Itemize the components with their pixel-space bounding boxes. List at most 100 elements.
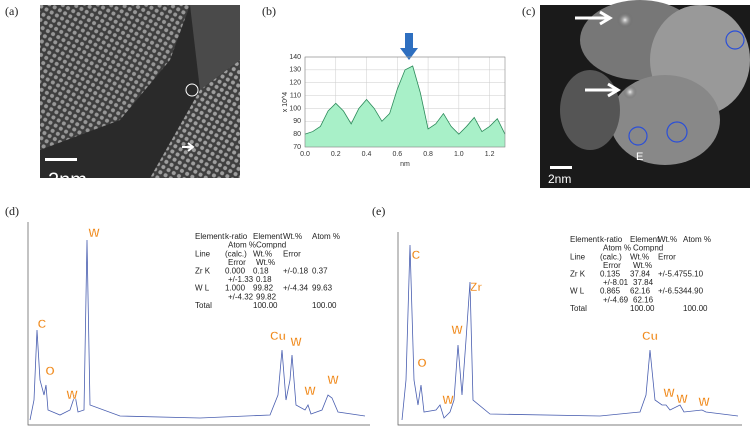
table-cell: +/-8.01 [603,278,629,287]
x-tick-label: 0.4 [362,151,372,158]
table-cell: 0.000 [225,267,246,276]
table-cell: Line [570,252,586,261]
table-cell: 100.00 [253,301,278,310]
y-tick-label: 100 [289,105,301,112]
table-cell: 0.865 [600,287,621,296]
table-cell: Wt.% [253,249,272,258]
eds-spectrum [27,222,370,426]
table-cell: 100.00 [683,304,708,313]
table-cell: 62.16 [633,295,654,304]
table-cell: Wt.% [283,232,302,241]
panel-label: (d) [5,204,19,218]
table-cell: 100.00 [312,301,337,310]
table-cell: +/-4.32 [228,292,254,301]
table-cell: Atom % [603,244,631,253]
peak-label: C [412,248,421,262]
table-cell: +/-4.34 [283,284,309,293]
y-tick-label: 140 [289,54,301,61]
table-cell: 99.82 [256,292,277,301]
peak-label: O [45,364,54,378]
table-cell: k-ratio [225,232,248,241]
table-cell: 100.00 [630,304,655,313]
table-cell: W L [195,284,210,293]
table-cell: Error [603,261,621,270]
table-cell: 62.16 [630,287,651,296]
peak-label: W [327,373,339,387]
table-cell: Zr K [570,270,586,279]
table-cell: Error [658,252,676,261]
x-tick-label: 1.0 [454,151,464,158]
x-tick-label: 0.8 [423,151,433,158]
peak-label: Cu [642,329,658,343]
y-tick-label: 120 [289,80,301,87]
table-cell: 99.63 [312,284,333,293]
table-cell: Wt.% [630,252,649,261]
table-cell: Wt.% [256,258,275,267]
peak-label: W [88,226,100,240]
table-cell: Line [195,249,211,258]
table-cell: (calc.) [225,249,247,258]
peak-label: W [66,388,78,402]
x-tick-label: 0.6 [392,151,402,158]
table-cell: Atom % [312,232,340,241]
table-cell: 1.000 [225,284,246,293]
y-tick-label: 130 [289,67,301,74]
line-profile: 70 80 90 100 110 120 130 140 0.0 0.2 0.4 0.6 0.8 1.0 1… [282,54,506,168]
y-tick-label: 90 [293,118,301,125]
table-cell: Element [195,232,225,241]
y-tick-label: 80 [293,131,301,138]
table-cell: +/-0.18 [283,267,309,276]
peak-label: C [38,317,47,331]
peak-label: W [290,335,302,349]
point-label: E [636,151,643,163]
x-tick-label: 1.2 [485,151,495,158]
table-cell: +/-1.33 [228,275,254,284]
table-cell: 99.82 [253,284,274,293]
table-cell: 37.84 [630,270,651,279]
peak-label: W [698,395,710,409]
table-cell: 55.10 [683,270,704,279]
peak-label: Zr [470,280,482,294]
panel-label: (c) [522,4,535,18]
panel-label: (a) [5,4,18,18]
y-tick-label: 70 [293,144,301,151]
peak-label: W [442,393,454,407]
line [304,65,506,135]
table-cell: Wt.% [658,235,677,244]
table-cell: W L [570,287,585,296]
table-cell: Zr K [195,267,211,276]
table-cell: Error [283,249,301,258]
table-cell: Atom % [683,235,711,244]
table-cell: Element [253,232,283,241]
table-cell: Element [570,235,600,244]
peak-label: W [451,323,463,337]
eds-spectrum [397,232,742,426]
scale-label: 2nm [48,169,87,191]
x-tick-label: 0.2 [331,151,341,158]
y-axis-label: x 10^4 [282,92,289,113]
table-cell: Total [570,304,587,313]
table-cell: k-ratio [600,235,623,244]
table-cell: +/-5.47 [658,270,684,279]
table-cell: Total [195,301,212,310]
table-cell: 0.18 [256,275,272,284]
table-cell: 37.84 [633,278,654,287]
table-cell: Compnd [256,241,286,250]
area [305,66,505,147]
arrow [400,33,418,60]
table-cell: 0.135 [600,270,621,279]
peak-label: Cu [270,329,286,343]
stem-image: E 2nm [540,0,750,188]
peak-label: W [663,386,675,400]
table-cell: +/-4.69 [603,295,629,304]
scale-label: 2nm [548,172,571,186]
panel-label: (b) [262,4,276,18]
plot-frame [304,56,506,148]
peak-label: W [304,384,316,398]
table-cell: Atom % [228,241,256,250]
table-cell: (calc.) [600,252,622,261]
panel-label: (e) [372,204,385,218]
y-tick-label: 110 [290,92,301,99]
table-cell: 0.37 [312,267,328,276]
